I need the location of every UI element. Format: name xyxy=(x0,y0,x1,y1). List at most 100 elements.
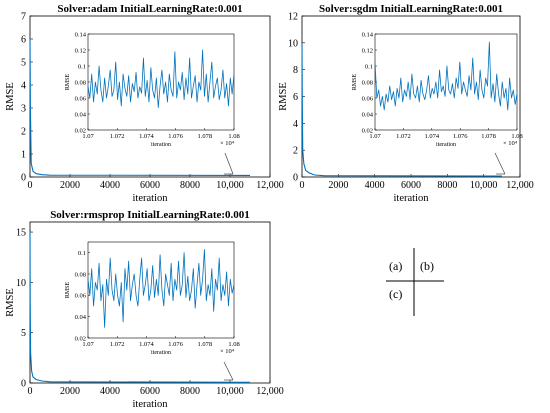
x-tick-label: 4000 xyxy=(365,180,385,191)
inset-x-tick-label: 1.07 xyxy=(82,341,94,348)
x-tick-label: 4000 xyxy=(100,180,120,191)
x-tick-label: 8000 xyxy=(180,180,200,191)
y-tick-label: 0 xyxy=(21,379,26,390)
y-tick-label: 1 xyxy=(21,150,26,161)
chart-title: Solver:rmsprop InitialLearningRate:0.001 xyxy=(50,209,250,221)
x-tick-label: 0 xyxy=(28,386,33,397)
inset-x-tick-label: 1.072 xyxy=(110,133,125,140)
inset-y-tick-label: 0.06 xyxy=(75,95,87,102)
y-axis-label: RMSE xyxy=(5,288,16,317)
x-tick-label: 6000 xyxy=(401,180,421,191)
y-tick-label: 6 xyxy=(293,92,298,103)
x-axis-label: iteration xyxy=(133,193,169,204)
y-tick-label: 5 xyxy=(21,58,26,69)
legend-label-c: (c) xyxy=(389,287,402,301)
x-tick-label: 10,000 xyxy=(470,180,498,191)
inset-x-tick-label: 1.07 xyxy=(82,133,94,140)
inset-x-tick-label: 1.074 xyxy=(139,133,154,140)
y-tick-label: 7 xyxy=(21,12,26,23)
x-tick-label: 0 xyxy=(300,180,305,191)
y-tick-label: 2 xyxy=(293,146,298,157)
inset-x-tick-label: 1.076 xyxy=(168,341,183,348)
inset-y-tick-label: 0.06 xyxy=(362,95,374,102)
inset-x-axis-label: iteration xyxy=(151,142,171,148)
y-tick-label: 3 xyxy=(21,104,26,115)
inset-y-tick-label: 0.1 xyxy=(365,63,373,70)
inset-y-tick-label: 0.14 xyxy=(362,31,374,38)
x-tick-label: 8000 xyxy=(180,386,200,397)
inset-y-tick-label: 0.12 xyxy=(75,47,86,54)
inset-x-tick-label: 1.074 xyxy=(139,341,154,348)
x-tick-label: 8000 xyxy=(437,180,457,191)
inset-y-axis-label: RMSE xyxy=(65,281,71,298)
zoom-arrow xyxy=(223,361,234,381)
inset-x-axis-label: iteration xyxy=(151,350,171,356)
inset-x-tick-label: 1.072 xyxy=(396,133,411,140)
inset-x-tick-label: 1.078 xyxy=(481,133,496,140)
panel-c-rmsprop: Solver:rmsprop InitialLearningRate:0.001… xyxy=(5,209,284,410)
inset-x-tick-label: 1.076 xyxy=(168,133,183,140)
inset-x-exponent: × 10⁴ xyxy=(220,140,235,147)
x-tick-label: 0 xyxy=(28,180,33,191)
inset-y-tick-label: 0.08 xyxy=(75,79,86,86)
x-tick-label: 12,000 xyxy=(256,180,284,191)
inset-frame xyxy=(87,241,235,339)
inset-y-tick-label: 0.1 xyxy=(78,63,86,70)
inset-y-tick-label: 0.02 xyxy=(362,127,373,134)
series-line xyxy=(29,38,251,176)
inset-x-axis-label: iteration xyxy=(436,142,456,148)
y-tick-label: 10 xyxy=(16,278,26,289)
legend-label-a: (a) xyxy=(389,259,402,273)
series-line xyxy=(301,42,502,177)
inset-y-tick-label: 0.08 xyxy=(362,79,373,86)
inset-series-line xyxy=(87,49,235,108)
y-tick-label: 0 xyxy=(21,173,26,184)
inset-y-tick-label: 0.04 xyxy=(75,111,87,118)
inset-series-line xyxy=(374,41,518,111)
y-tick-label: 6 xyxy=(21,35,26,46)
inset-y-tick-label: 0.02 xyxy=(75,335,86,342)
y-tick-label: 4 xyxy=(293,119,298,130)
inset-series-line xyxy=(87,249,235,328)
inset-x-tick-label: 1.078 xyxy=(197,133,212,140)
inset-y-tick-label: 0.12 xyxy=(362,47,373,54)
inset-x-tick-label: 1.076 xyxy=(453,133,468,140)
series-line xyxy=(29,232,251,383)
legend-label-b: (b) xyxy=(420,259,434,273)
inset-y-tick-label: 0.06 xyxy=(75,293,87,300)
x-tick-label: 4000 xyxy=(100,386,120,397)
inset-x-exponent: × 10⁴ xyxy=(503,140,518,147)
y-tick-label: 5 xyxy=(21,328,26,339)
x-tick-label: 2000 xyxy=(328,180,348,191)
zoom-arrow xyxy=(224,152,234,175)
inset-y-tick-label: 0.08 xyxy=(75,271,86,278)
inset-y-axis-label: RMSE xyxy=(65,73,71,90)
x-tick-label: 10,000 xyxy=(216,386,244,397)
x-tick-label: 12,000 xyxy=(506,180,534,191)
x-axis-label: iteration xyxy=(133,399,169,410)
chart-title: Solver:sgdm InitialLearningRate:0.001 xyxy=(319,3,503,15)
inset-x-tick-label: 1.078 xyxy=(197,341,212,348)
y-tick-label: 12 xyxy=(288,12,298,23)
y-tick-label: 8 xyxy=(293,65,298,76)
inset-x-tick-label: 1.072 xyxy=(110,341,125,348)
inset-x-tick-label: 1.07 xyxy=(369,133,381,140)
inset-x-tick-label: 1.08 xyxy=(228,133,239,140)
x-axis-label: iteration xyxy=(394,193,430,204)
inset-y-tick-label: 0.04 xyxy=(362,111,374,118)
inset-plot: 1.07 1.072 1.074 1.076 1.078 1.08 0.02 0.04 0.06… xyxy=(65,241,240,356)
y-tick-label: 2 xyxy=(21,127,26,138)
x-tick-label: 2000 xyxy=(60,386,80,397)
panel-layout-legend: (a) (b) (c) xyxy=(386,248,444,316)
y-tick-label: 10 xyxy=(288,38,298,49)
y-tick-label: 0 xyxy=(293,173,298,184)
inset-y-tick-label: 0.02 xyxy=(75,127,86,134)
inset-y-axis-label: RMSE xyxy=(352,73,358,90)
inset-x-exponent: × 10⁴ xyxy=(220,348,235,355)
x-tick-label: 12,000 xyxy=(256,386,284,397)
x-tick-label: 6000 xyxy=(140,180,160,191)
y-axis-label: RMSE xyxy=(278,82,289,111)
y-tick-label: 15 xyxy=(16,228,26,239)
y-tick-label: 4 xyxy=(21,81,26,92)
